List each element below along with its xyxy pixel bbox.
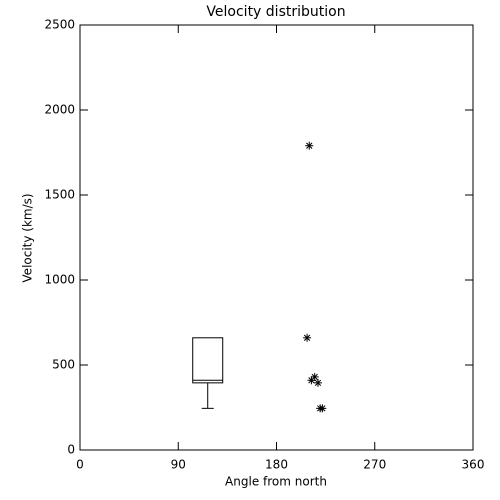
x-tick-label: 0 (76, 458, 84, 472)
point-stroke (311, 373, 318, 381)
x-tick-label: 270 (363, 458, 386, 472)
x-axis-label: Angle from north (225, 475, 327, 489)
y-tick-label: 0 (67, 443, 75, 457)
point-stroke (314, 379, 322, 387)
point (318, 404, 327, 413)
y-tick-label: 1500 (44, 188, 75, 202)
y-tick-label: 1000 (44, 273, 75, 287)
point (310, 372, 319, 381)
y-tick-label: 500 (52, 358, 75, 372)
plot-frame (79, 24, 474, 451)
y-axis-label: Velocity (km/s) (21, 193, 35, 282)
point-stroke (303, 334, 311, 341)
point-stroke (306, 142, 313, 149)
point-stroke (319, 405, 326, 412)
y-tick-label: 2000 (44, 103, 75, 117)
point (313, 378, 322, 387)
y-tick-label: 2500 (44, 18, 75, 32)
chart-title: Velocity distribution (206, 4, 345, 20)
x-tick-label: 360 (462, 458, 485, 472)
box (192, 337, 224, 384)
x-tick-label: 90 (171, 458, 186, 472)
point (305, 141, 314, 150)
x-tick-label: 180 (265, 458, 288, 472)
point (303, 333, 312, 342)
